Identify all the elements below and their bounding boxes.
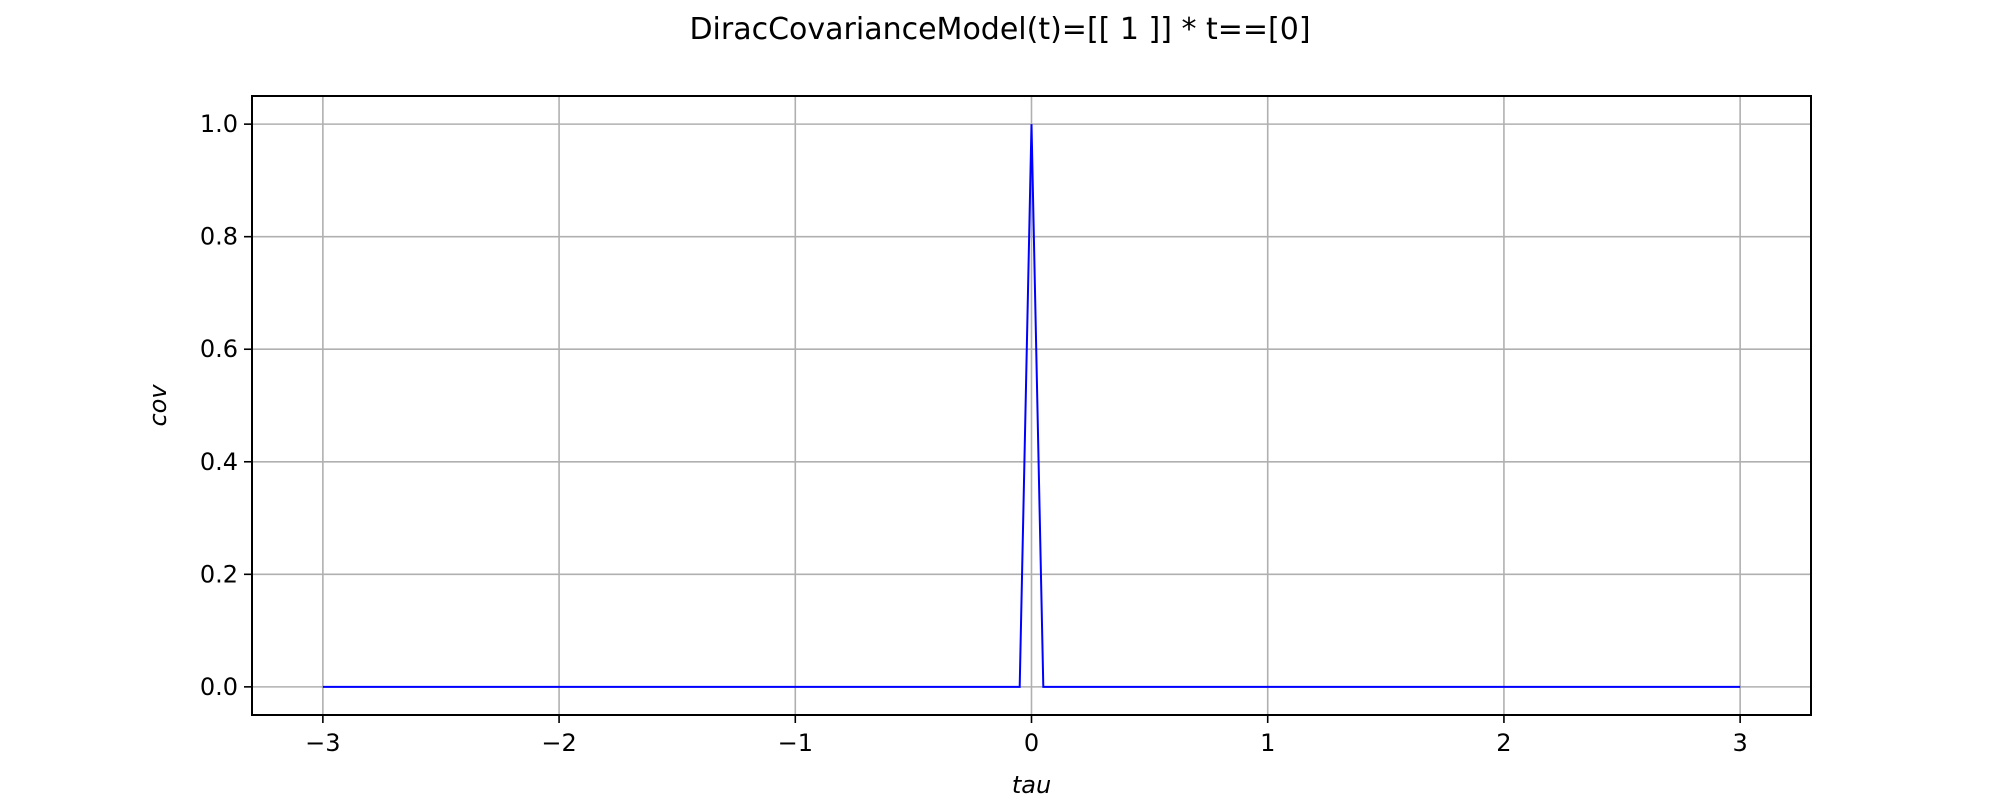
y-tick-label: 0.2 bbox=[200, 560, 238, 588]
tick-layer: −3 −2 −1 0 1 2 3 0.0 0.2 0.4 0.6 0.8 1.0 bbox=[200, 110, 1748, 757]
series-layer bbox=[322, 124, 1741, 688]
x-axis-label: tau bbox=[1012, 771, 1051, 799]
y-tick-label: 1.0 bbox=[200, 110, 238, 138]
x-tick-label: 1 bbox=[1260, 729, 1275, 757]
grid-layer bbox=[252, 96, 1811, 715]
chart-title: DiracCovarianceModel(t)=[[ 1 ]] * t==[0] bbox=[689, 12, 1311, 47]
y-tick-label: 0.8 bbox=[200, 223, 238, 251]
series-line-0 bbox=[322, 124, 1741, 688]
y-axis-label: cov bbox=[144, 384, 172, 427]
y-tick-label: 0.4 bbox=[200, 448, 238, 476]
x-tick-label: −3 bbox=[305, 729, 340, 757]
x-tick-label: 3 bbox=[1732, 729, 1747, 757]
y-tick-label: 0.0 bbox=[200, 673, 238, 701]
x-tick-label: −1 bbox=[778, 729, 813, 757]
x-tick-label: −2 bbox=[541, 729, 576, 757]
y-tick-label: 0.6 bbox=[200, 335, 238, 363]
x-tick-label: 2 bbox=[1496, 729, 1511, 757]
x-tick-label: 0 bbox=[1024, 729, 1039, 757]
